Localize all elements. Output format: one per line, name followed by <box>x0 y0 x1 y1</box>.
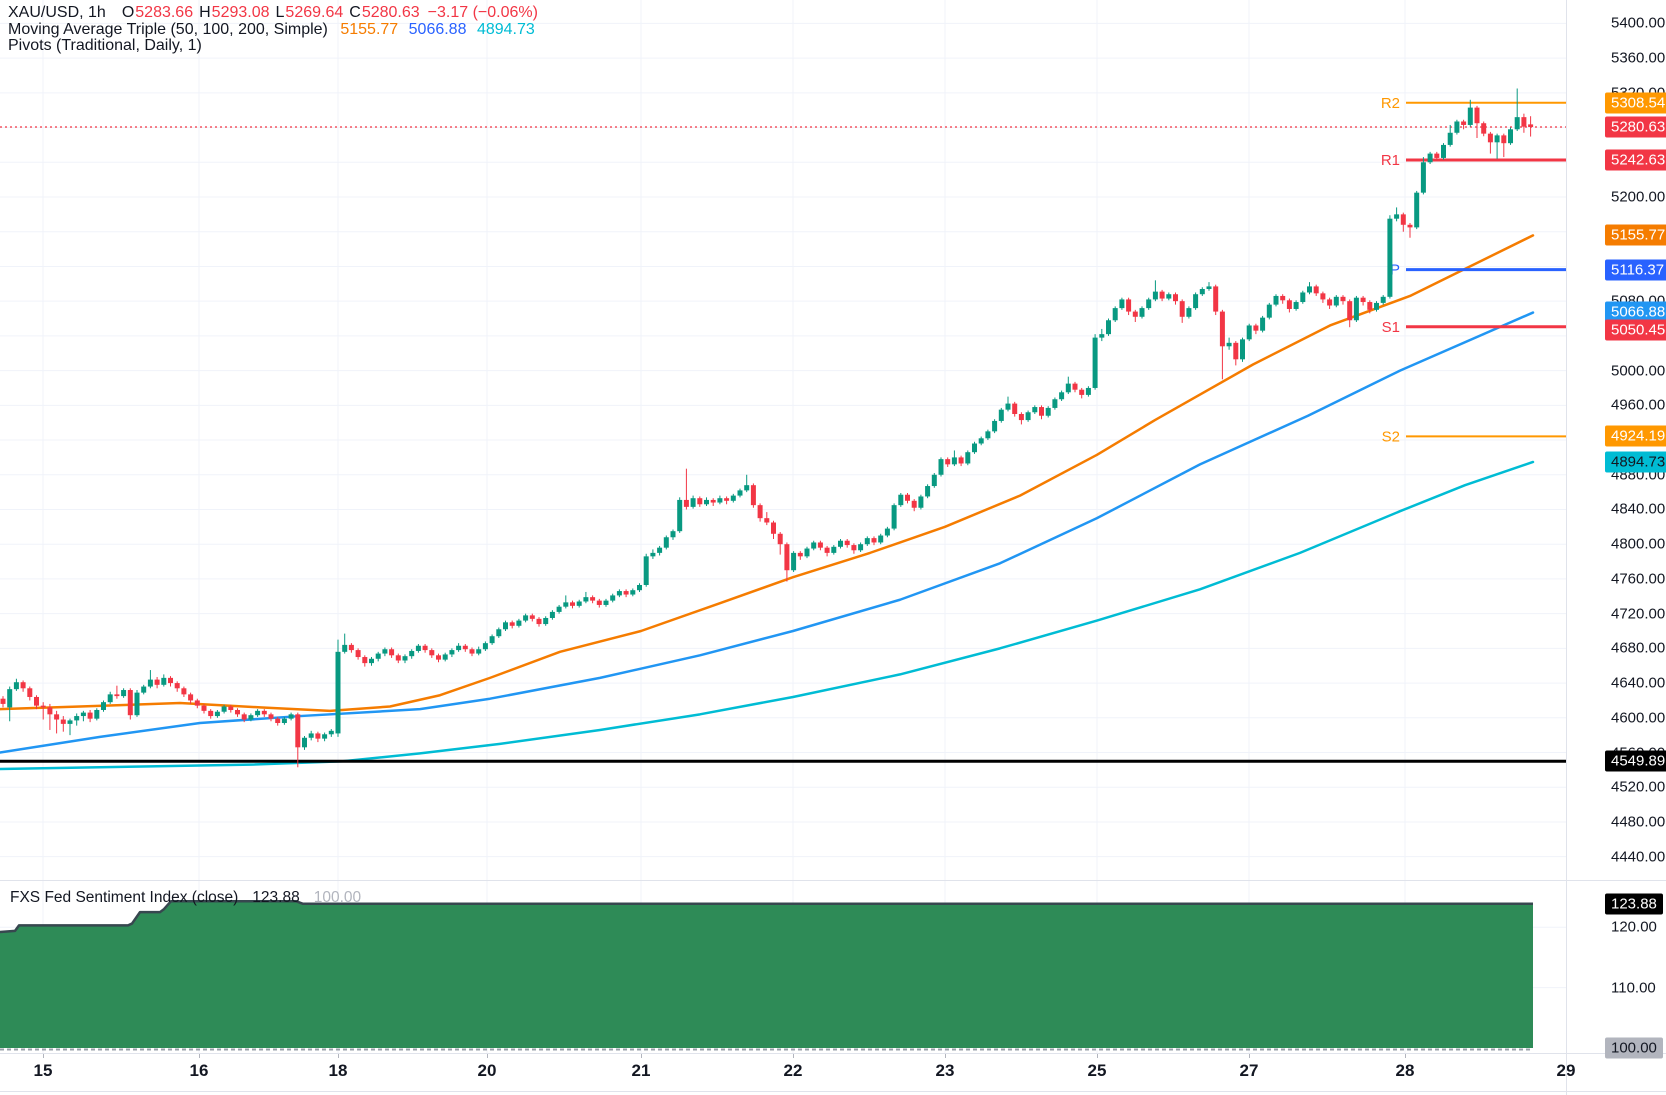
price-axis-label: 4440.00 <box>1611 848 1666 866</box>
time-axis-label-20: 20 <box>477 1061 497 1080</box>
price-axis-label: 4520.00 <box>1611 778 1666 796</box>
change-value: −3.17 (−0.06%) <box>427 4 538 21</box>
price-axis[interactable]: 5400.005360.005320.005200.005080.005000.… <box>1566 0 1666 1095</box>
pivot-label-s2: S2 <box>1382 428 1400 445</box>
price-axis-label: 4600.00 <box>1611 709 1666 727</box>
price-axis-label: 5360.00 <box>1611 49 1666 67</box>
pivot-label-r2: R2 <box>1381 95 1400 112</box>
time-axis-label-23: 23 <box>935 1061 955 1080</box>
sentiment-value: 123.88 <box>252 889 300 906</box>
time-axis-label-21: 21 <box>631 1061 651 1080</box>
chart-legend: XAU/USD, 1h O5283.66 H5293.08 L5269.64 C5280… <box>8 4 538 55</box>
panel-separator-main-bottom[interactable] <box>0 880 1666 881</box>
open-label: O <box>121 4 135 21</box>
open-value: 5283.66 <box>135 4 194 21</box>
time-tick <box>199 1053 200 1058</box>
chart-bottom-border <box>0 1091 1666 1092</box>
sentiment-legend-row[interactable]: FXS Fed Sentiment Index (close) 123.88 100… <box>10 889 361 907</box>
sentiment-baseline-value: 100.00 <box>313 889 362 906</box>
pivot-label-r1: R1 <box>1381 152 1400 169</box>
time-axis-label-15: 15 <box>33 1061 53 1080</box>
time-tick <box>1097 1053 1098 1058</box>
time-tick <box>945 1053 946 1058</box>
low-value: 5269.64 <box>285 4 344 21</box>
time-tick <box>43 1053 44 1058</box>
high-value: 5293.08 <box>211 4 270 21</box>
time-axis-label-16: 16 <box>189 1061 209 1080</box>
pivots-indicator-title[interactable]: Pivots (Traditional, Daily, 1) <box>8 37 202 54</box>
pivot-label-s1: S1 <box>1382 319 1400 336</box>
symbol-legend-row[interactable]: XAU/USD, 1h O5283.66 H5293.08 L5269.64 C5280… <box>8 4 538 22</box>
candlestick-series <box>0 88 1534 768</box>
price-axis-label: 4480.00 <box>1611 813 1666 831</box>
time-tick <box>487 1053 488 1058</box>
sentiment-badge-100.00: 100.00 <box>1605 1037 1663 1059</box>
price-badge-5155.77: 5155.77 <box>1605 224 1666 246</box>
pivot-lines: R2 R1 P S1 S2 <box>1381 95 1566 445</box>
time-axis-label-22: 22 <box>783 1061 803 1080</box>
time-tick <box>338 1053 339 1058</box>
price-axis-label: 4640.00 <box>1611 674 1666 692</box>
sentiment-area-series <box>0 899 1533 1051</box>
price-axis-label: 5400.00 <box>1611 14 1666 32</box>
ma-legend-row[interactable]: Moving Average Triple (50, 100, 200, Sim… <box>8 20 538 39</box>
price-badge-4894.73: 4894.73 <box>1605 451 1666 473</box>
pivots-legend-row[interactable]: Pivots (Traditional, Daily, 1) <box>8 37 538 55</box>
price-badge-5242.63: 5242.63 <box>1605 149 1666 171</box>
price-axis-label: 4760.00 <box>1611 570 1666 588</box>
sentiment-indicator-title[interactable]: FXS Fed Sentiment Index (close) <box>10 889 239 906</box>
ma50-value: 5155.77 <box>340 20 399 38</box>
low-label: L <box>275 4 285 21</box>
price-badge-5066.88: 5066.88 <box>1605 301 1666 323</box>
time-tick <box>793 1053 794 1058</box>
ma-line-sma-200 <box>0 460 1535 771</box>
price-axis-label: 4960.00 <box>1611 396 1666 414</box>
price-axis-label: 5200.00 <box>1611 188 1666 206</box>
time-axis-label-28: 28 <box>1395 1061 1415 1080</box>
pivot-label-p: P <box>1390 262 1400 279</box>
ma-line-sma-50 <box>0 234 1535 713</box>
time-tick <box>641 1053 642 1058</box>
price-axis-label: 5000.00 <box>1611 362 1666 380</box>
price-badge-4549.89: 4549.89 <box>1605 750 1666 772</box>
symbol-title[interactable]: XAU/USD, 1h <box>8 4 106 21</box>
time-tick <box>1405 1053 1406 1058</box>
ma200-value: 4894.73 <box>476 20 535 38</box>
price-badge-5116.37: 5116.37 <box>1605 259 1666 281</box>
high-label: H <box>199 4 211 21</box>
price-axis-label: 4720.00 <box>1611 605 1666 623</box>
close-label: C <box>349 4 361 21</box>
close-value: 5280.63 <box>361 4 420 21</box>
price-axis-label: 4680.00 <box>1611 639 1666 657</box>
ma-indicator-title[interactable]: Moving Average Triple (50, 100, 200, Sim… <box>8 20 328 38</box>
price-badge-4924.19: 4924.19 <box>1605 425 1666 447</box>
ma100-value: 5066.88 <box>408 20 467 38</box>
ma-line-sma-100 <box>0 311 1535 754</box>
time-axis-label-27: 27 <box>1239 1061 1259 1080</box>
price-badge-5308.54: 5308.54 <box>1605 92 1666 114</box>
sentiment-axis-label: 120.00 <box>1611 918 1657 936</box>
time-axis-label-18: 18 <box>328 1061 348 1080</box>
time-axis[interactable]: 15 16 18 20 21 22 23 25 27 28 29 <box>0 1053 1666 1095</box>
price-axis-label: 4840.00 <box>1611 500 1666 518</box>
time-axis-label-25: 25 <box>1087 1061 1107 1080</box>
panel-separator-bottom-time <box>0 1053 1666 1054</box>
price-badge-5050.45: 5050.45 <box>1605 319 1666 341</box>
time-tick <box>1249 1053 1250 1058</box>
sentiment-axis-label: 110.00 <box>1611 979 1656 997</box>
sentiment-badge-123.88: 123.88 <box>1605 893 1663 915</box>
price-badge-5280.63: 5280.63 <box>1605 116 1666 138</box>
price-axis-label: 4800.00 <box>1611 535 1666 553</box>
